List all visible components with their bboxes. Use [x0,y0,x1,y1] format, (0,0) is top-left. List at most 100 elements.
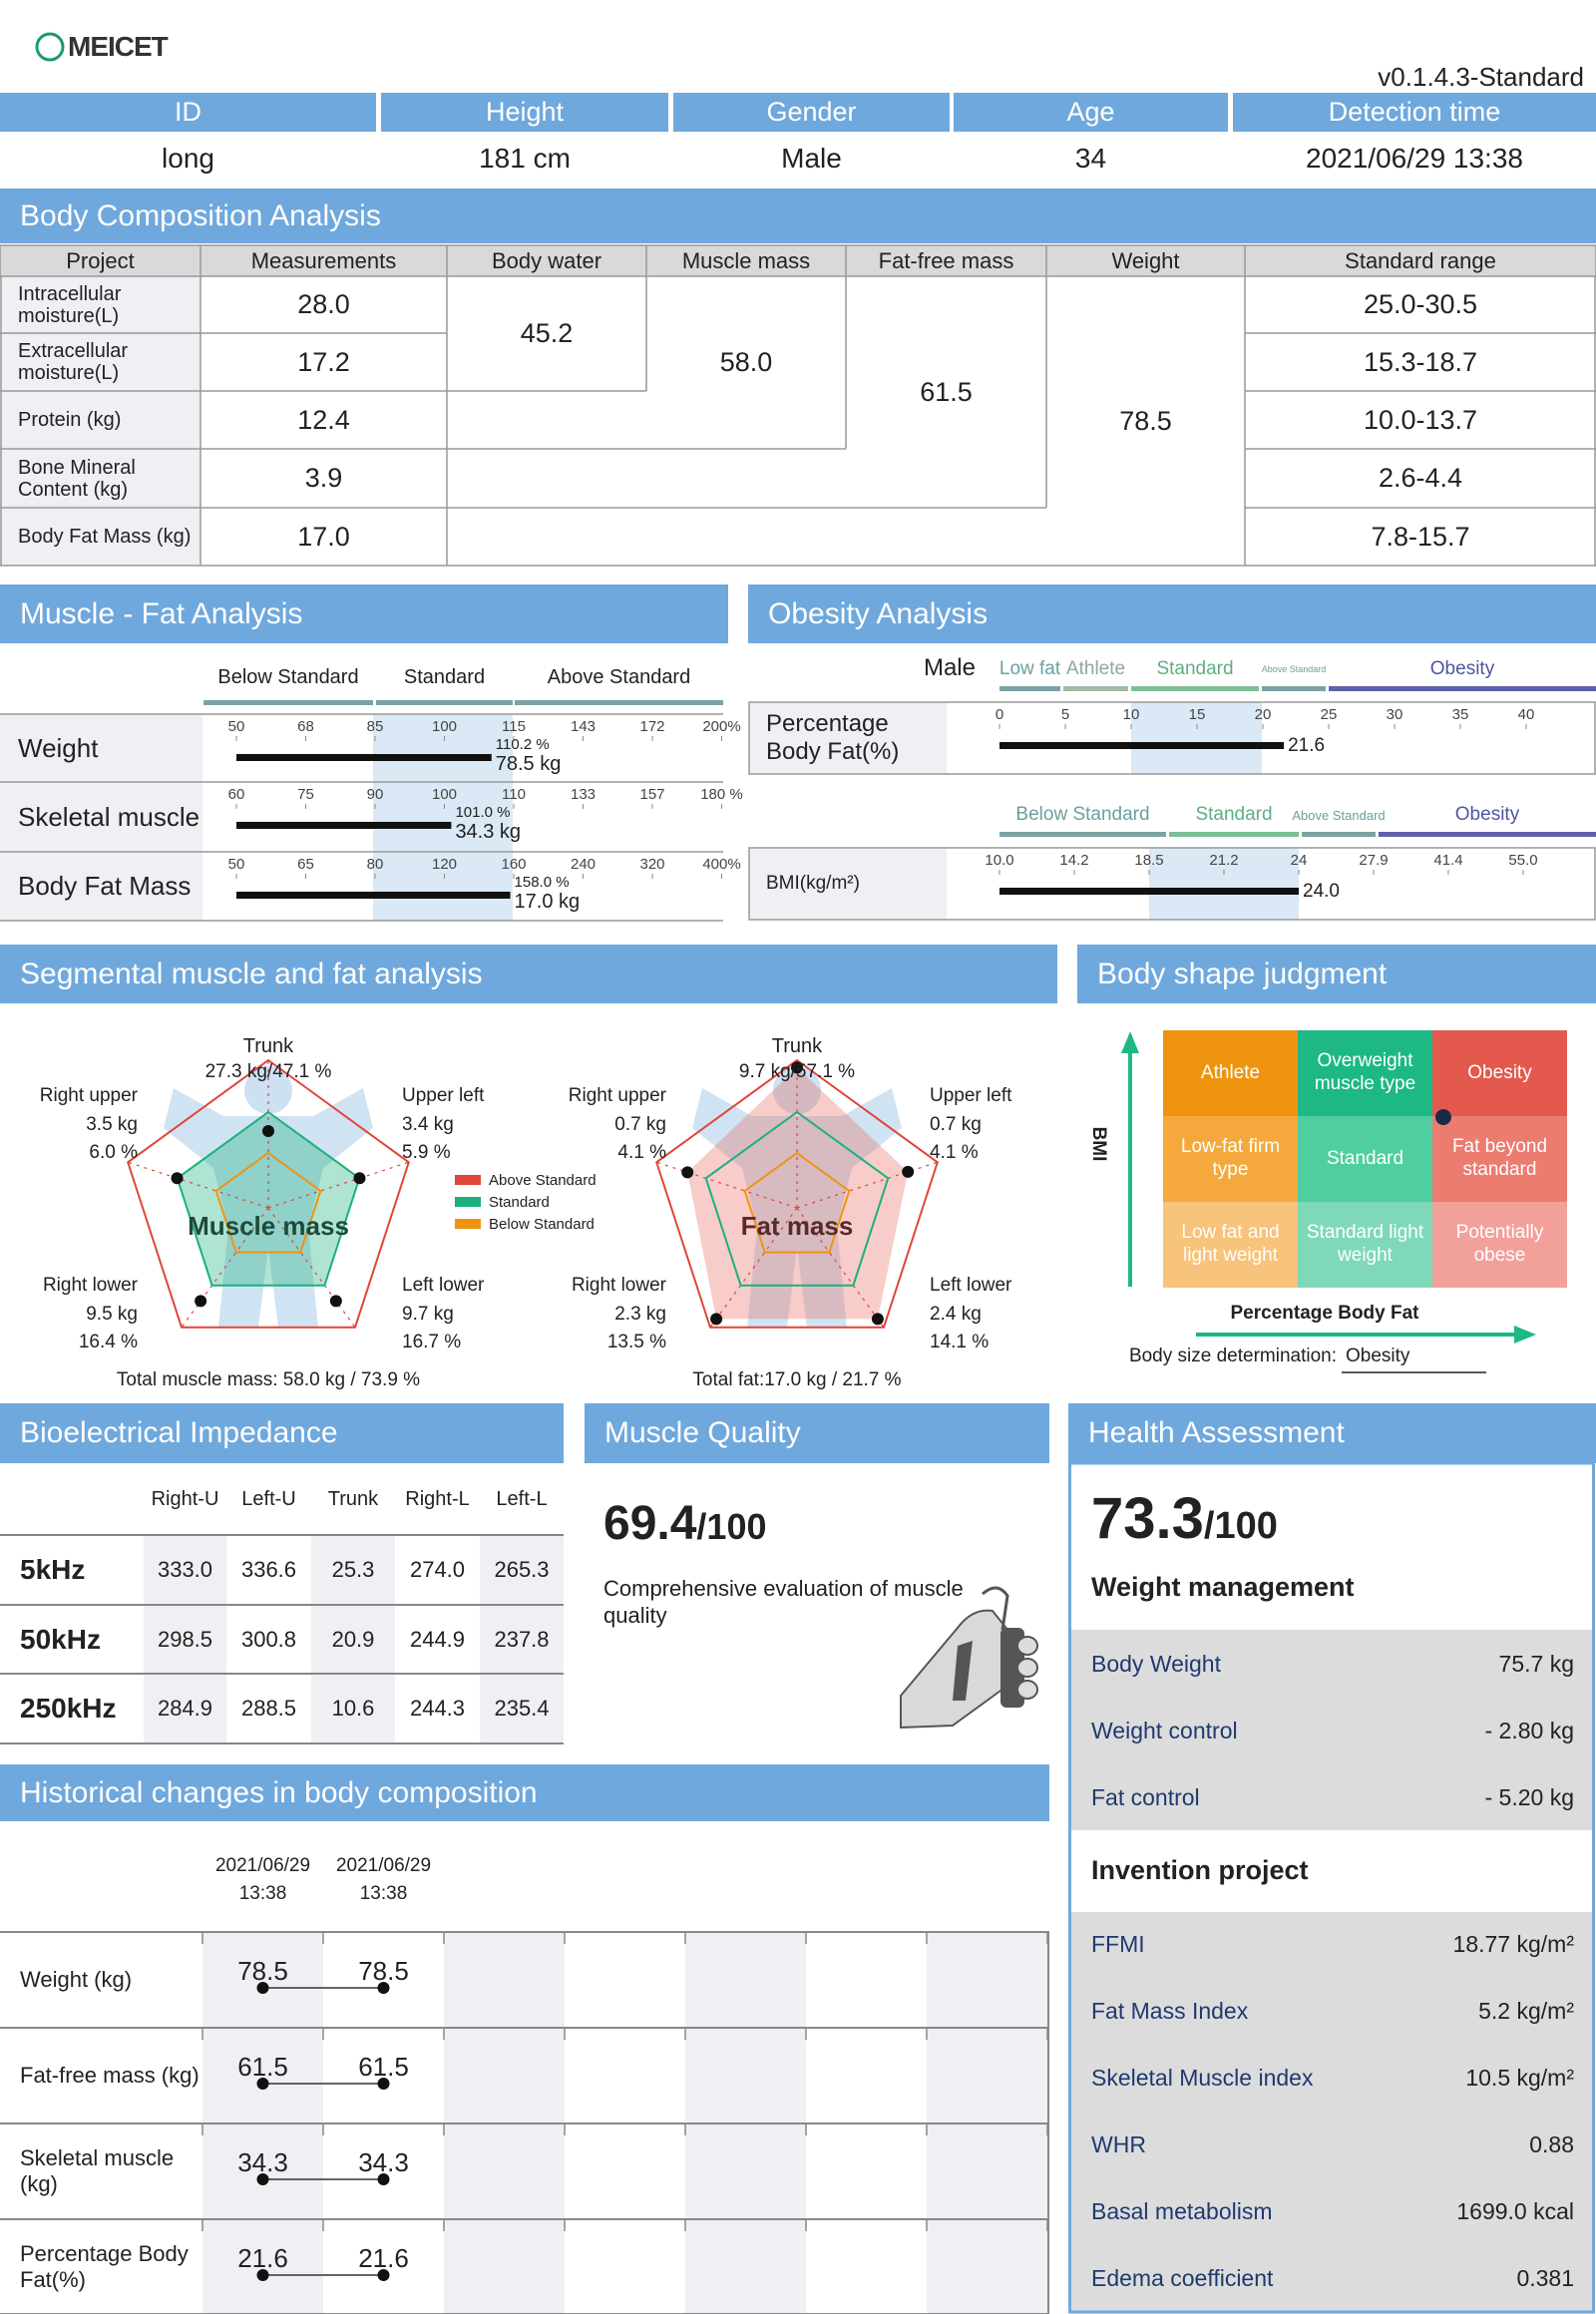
segment-dot [171,1172,184,1185]
spoke [267,1161,409,1209]
version: v0.1.4.3-Standard [1378,61,1584,92]
shape-cell [1432,1030,1567,1116]
row-label-bg [0,449,200,508]
value-label: 21.6 [1288,735,1326,756]
history-value: 61.5 [237,2051,288,2082]
row-label: Percentage Body Fat(%) [20,2240,189,2292]
tick-label: 110 [502,785,526,803]
metric-value: 75.7 kg [1498,1650,1574,1677]
history-dot [377,2078,390,2090]
tick-label: 0 [995,705,1004,723]
segment-kg: 0.7 kg [614,1114,666,1135]
tick-label: 143 [570,717,597,735]
below-standard-ring [743,1151,851,1254]
tick-label: 160 [501,855,527,873]
arrow-head [1121,1031,1139,1053]
metric-value: 1699.0 kcal [1456,2197,1574,2224]
info-value: 181 cm [479,143,571,174]
tick-label: 10 [1122,705,1140,723]
standard-zone [373,714,513,921]
above-standard-ring [127,1058,410,1329]
metric-label: Skeletal Muscle index [1091,2064,1314,2091]
info-value: 2021/06/29 13:38 [1306,143,1523,174]
table-header: Measurements [250,247,397,273]
column-header: Left-L [496,1487,548,1510]
tick-label: 10.0 [985,851,1014,869]
row-label-bg [0,391,200,449]
row-frame [748,847,1596,921]
band-line [1302,832,1376,837]
segment-dot [262,1125,274,1138]
tick-label: 100 [431,717,458,735]
logo: MEICET [68,31,169,62]
title-bar [1068,1403,1596,1463]
metric-label: Body Weight [1091,1650,1221,1677]
tick-label: 68 [297,717,314,735]
segment-pct: 6.0 % [89,1142,138,1163]
health-score: 73.3/100 [1091,1474,1490,1551]
metric-label: FFMI [1091,1930,1145,1957]
result-value: Obesity [1346,1346,1410,1366]
segment-name: Upper left [930,1085,1012,1106]
x-axis-label: Percentage Body Fat [1230,1303,1419,1324]
hand-icon [1016,1658,1038,1678]
history-dot [256,1982,269,1994]
info-value: Male [781,143,842,174]
standard-range: 25.0-30.5 [1363,289,1478,319]
rows-bg [1071,1912,1592,2311]
table-header: Standard range [1345,247,1496,273]
shape-cell [1163,1030,1298,1116]
history-value: 78.5 [358,1955,409,1986]
frequency: 50kHz [20,1623,101,1655]
segment-name: Left lower [402,1275,485,1296]
arrow-head [1514,1326,1536,1344]
legend-swatch [455,1175,481,1185]
subsection-title: Invention project [1091,1854,1309,1885]
title-bar [0,189,1596,243]
metric-label: Fat Mass Index [1091,1997,1249,2024]
title-bar [0,584,728,643]
title-bar [0,1764,1049,1821]
segment-name: Trunk [242,1034,294,1057]
composition-total: 45.2 [520,318,574,348]
row-label-bg [0,714,202,782]
quality-score: 69.4/100 [603,1486,1002,1550]
band-line [1131,686,1259,691]
hand-icon [953,1641,973,1701]
segment-value: 27.3 kg/47.1 % [204,1061,332,1082]
shape-cell-label: Obesity [1467,1061,1532,1083]
spoke [267,1207,356,1329]
info-value: long [162,143,214,174]
history-value: 78.5 [237,1955,288,1986]
tick-label: 15 [1188,705,1206,723]
spoke [181,1207,269,1329]
history-value: 21.6 [358,2242,409,2273]
frequency: 250kHz [20,1693,117,1724]
metric-value: 18.77 kg/m² [1452,1930,1574,1957]
segment-name: Right upper [39,1085,138,1106]
info-header-cell [954,93,1228,132]
info-header-cell [1233,93,1596,132]
measurement: 17.0 [297,521,350,552]
section-title: Segmental muscle and fat analysis [20,957,483,990]
info-header: ID [175,97,201,127]
column-header: Left-U [241,1487,296,1510]
tick-label: 172 [639,717,665,735]
metric-label: Weight control [1091,1717,1238,1743]
hand-icon [1016,1636,1038,1656]
standard-zone [1149,848,1299,920]
tick-label: 24 [1290,851,1308,869]
row-label-bg [0,333,200,391]
value-bar [236,822,452,829]
segment-pct: 16.7 % [402,1332,462,1352]
tick-label: 200% [702,717,741,735]
impedance-value: 237.8 [494,1626,550,1652]
table-header: Project [66,247,135,273]
tick-label: 240 [570,855,597,873]
section-title: Muscle Quality [604,1416,801,1449]
history-dot [256,2269,269,2281]
segment-dot [902,1165,915,1178]
value-bar [236,754,492,761]
spoke [656,1161,798,1209]
